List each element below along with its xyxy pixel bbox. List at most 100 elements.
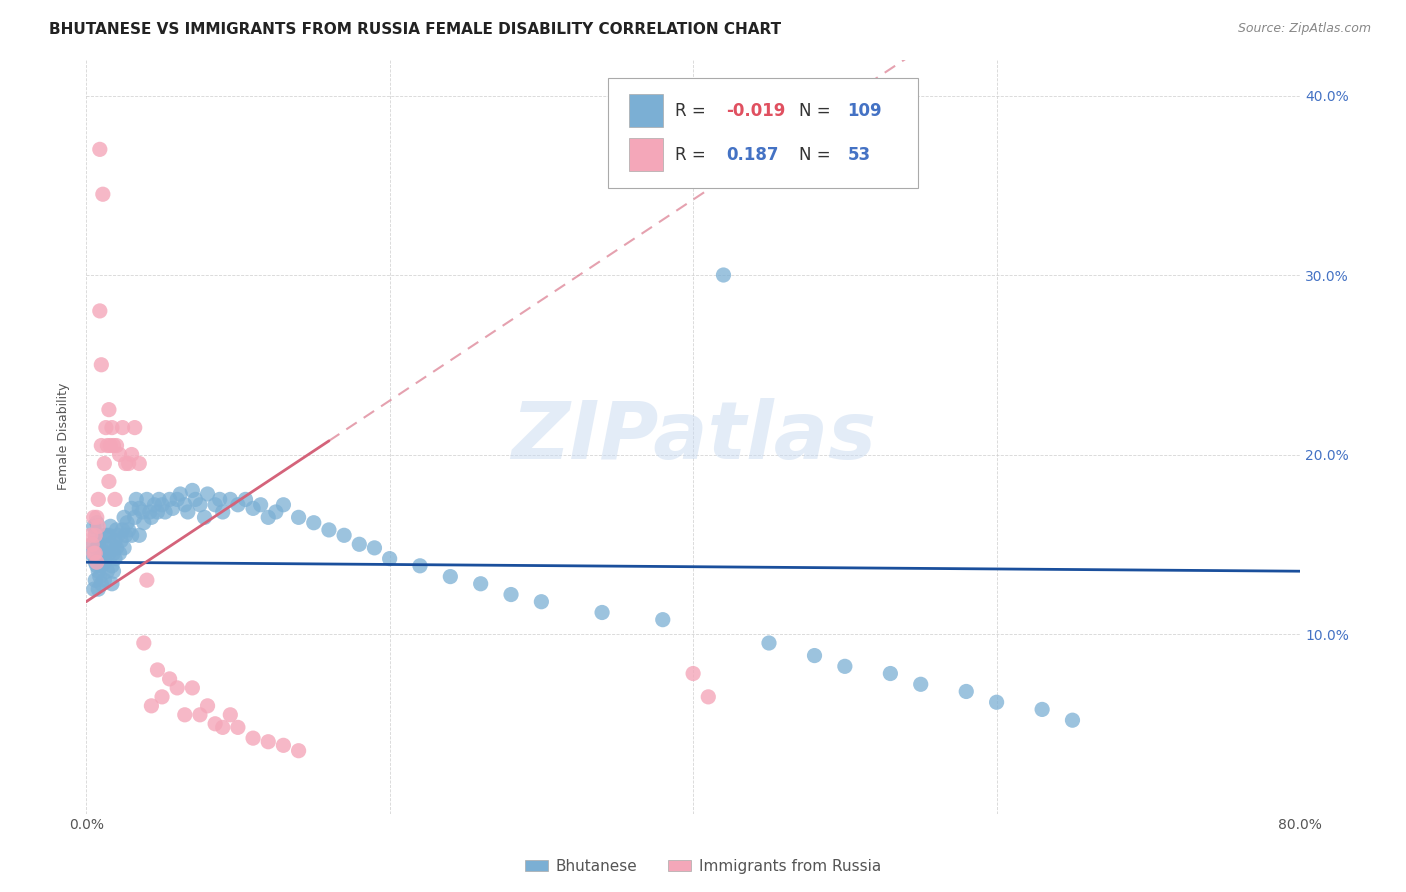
Point	[986, 695, 1008, 709]
Point	[128, 457, 150, 471]
Point	[135, 492, 157, 507]
Point	[287, 510, 309, 524]
Point	[90, 541, 112, 555]
Point	[208, 492, 231, 507]
Point	[166, 492, 188, 507]
Point	[84, 573, 107, 587]
Point	[91, 187, 114, 202]
Point	[125, 492, 148, 507]
Point	[97, 546, 120, 560]
Point	[211, 720, 233, 734]
Point	[83, 519, 105, 533]
Point	[90, 438, 112, 452]
Point	[242, 731, 264, 746]
Point	[1031, 702, 1053, 716]
Point	[128, 528, 150, 542]
Point	[105, 541, 128, 555]
Point	[349, 537, 371, 551]
Point	[159, 492, 181, 507]
Point	[499, 588, 522, 602]
Point	[121, 448, 143, 462]
Point	[143, 498, 166, 512]
Point	[242, 501, 264, 516]
Legend: Bhutanese, Immigrants from Russia: Bhutanese, Immigrants from Russia	[519, 853, 887, 880]
Point	[112, 510, 135, 524]
Point	[97, 528, 120, 542]
Point	[80, 528, 103, 542]
Point	[177, 505, 200, 519]
Point	[226, 720, 249, 734]
Point	[166, 681, 188, 695]
Point	[197, 487, 219, 501]
Point	[117, 457, 139, 471]
Point	[80, 546, 103, 560]
Point	[117, 523, 139, 537]
Text: N =: N =	[799, 145, 835, 163]
Point	[287, 744, 309, 758]
Point	[105, 523, 128, 537]
Point	[90, 358, 112, 372]
Point	[197, 698, 219, 713]
Point	[257, 510, 280, 524]
Point	[219, 492, 242, 507]
Text: R =: R =	[675, 102, 711, 120]
Point	[226, 498, 249, 512]
Point	[101, 420, 124, 434]
Point	[96, 438, 118, 452]
Point	[121, 528, 143, 542]
Point	[181, 483, 204, 498]
Text: ZIPatlas: ZIPatlas	[510, 398, 876, 475]
Point	[103, 438, 125, 452]
Point	[90, 558, 112, 573]
Point	[204, 716, 226, 731]
Point	[181, 681, 204, 695]
Bar	[628, 138, 662, 171]
Point	[105, 438, 128, 452]
Point	[188, 707, 211, 722]
Point	[112, 541, 135, 555]
Text: N =: N =	[799, 102, 835, 120]
Point	[94, 546, 117, 560]
Point	[470, 576, 492, 591]
Point	[235, 492, 257, 507]
Point	[591, 606, 613, 620]
Point	[257, 735, 280, 749]
Point	[146, 663, 169, 677]
Point	[173, 707, 195, 722]
Point	[439, 569, 461, 583]
Point	[363, 541, 385, 555]
Point	[100, 537, 122, 551]
FancyBboxPatch shape	[609, 78, 918, 188]
Point	[150, 498, 173, 512]
Point	[86, 541, 108, 555]
Point	[89, 304, 111, 318]
Point	[101, 558, 124, 573]
Point	[249, 498, 271, 512]
Text: -0.019: -0.019	[725, 102, 786, 120]
Point	[135, 573, 157, 587]
Point	[86, 555, 108, 569]
Point	[108, 546, 131, 560]
Point	[87, 582, 110, 596]
Point	[97, 402, 120, 417]
Point	[333, 528, 356, 542]
Point	[94, 420, 117, 434]
Point	[100, 438, 122, 452]
Point	[82, 537, 104, 551]
Point	[89, 551, 111, 566]
Point	[651, 613, 673, 627]
Point	[188, 498, 211, 512]
Point	[910, 677, 932, 691]
Point	[114, 528, 136, 542]
Point	[83, 582, 105, 596]
Point	[124, 510, 146, 524]
Point	[121, 501, 143, 516]
Point	[83, 546, 105, 560]
Point	[96, 564, 118, 578]
Point	[153, 505, 176, 519]
Point	[159, 672, 181, 686]
Text: 109: 109	[848, 102, 882, 120]
Point	[107, 528, 129, 542]
Point	[86, 510, 108, 524]
Point	[114, 457, 136, 471]
